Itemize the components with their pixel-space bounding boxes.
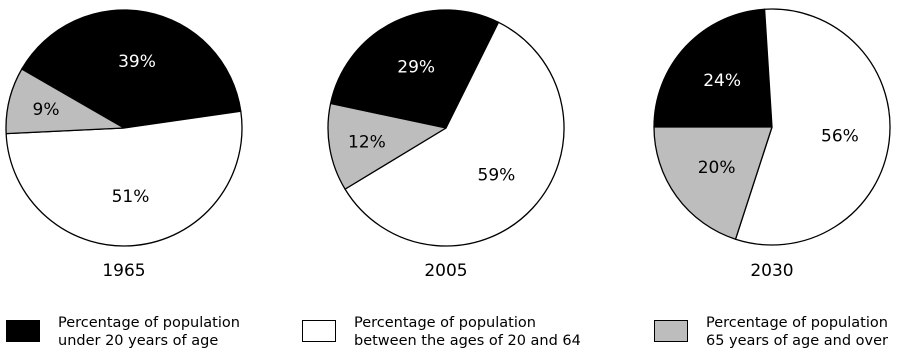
slice-1965-under_20	[21, 9, 242, 129]
slice-label-2030-over_65: 20%	[698, 158, 736, 178]
year-label-1965: 1965	[102, 261, 145, 281]
slice-2005-under_20	[329, 9, 500, 129]
pie-2030: 24% 56% 20%	[653, 8, 891, 246]
slice-2005-over_65	[327, 102, 447, 190]
slice-label-2030-under_20: 24%	[703, 71, 741, 91]
legend-swatch-20-to-64	[302, 320, 336, 342]
slice-label-2005-under_20: 29%	[397, 57, 435, 77]
slice-label-2005-between_20_and_64: 59%	[478, 165, 516, 185]
legend-swatch-under-20	[6, 320, 40, 342]
slice-label-2005-over_65: 12%	[348, 132, 386, 152]
legend-label-under-20: Percentage of population under 20 years …	[58, 315, 240, 349]
year-label-2005: 2005	[424, 261, 467, 281]
slice-2005-between_20_and_64	[344, 21, 565, 247]
year-label-2030: 2030	[750, 261, 793, 281]
pie-1965: 39% 51% 9%	[5, 9, 243, 247]
slice-1965-between_20_and_64	[5, 110, 243, 247]
pie-charts: 39% 51% 9% 1965 29% 59% 12% 2005 24% 56% 20% 2030	[5, 8, 891, 281]
legend-swatch-65-over	[654, 320, 688, 342]
slice-2030-under_20	[653, 8, 773, 128]
slice-2030-over_65	[653, 126, 773, 240]
slice-label-1965-under_20: 39%	[118, 52, 156, 72]
legend-label-65-over: Percentage of population 65 years of age…	[706, 315, 889, 349]
pie-2005: 29% 59% 12%	[327, 9, 565, 247]
legend-label-20-to-64: Percentage of population between the age…	[354, 315, 581, 349]
slice-label-1965-between_20_and_64: 51%	[112, 187, 150, 207]
slice-label-1965-over_65: 9%	[33, 100, 60, 120]
slice-1965-over_65	[5, 68, 125, 135]
slice-2030-between_20_and_64	[734, 8, 891, 246]
slice-label-2030-between_20_and_64: 56%	[821, 127, 859, 147]
